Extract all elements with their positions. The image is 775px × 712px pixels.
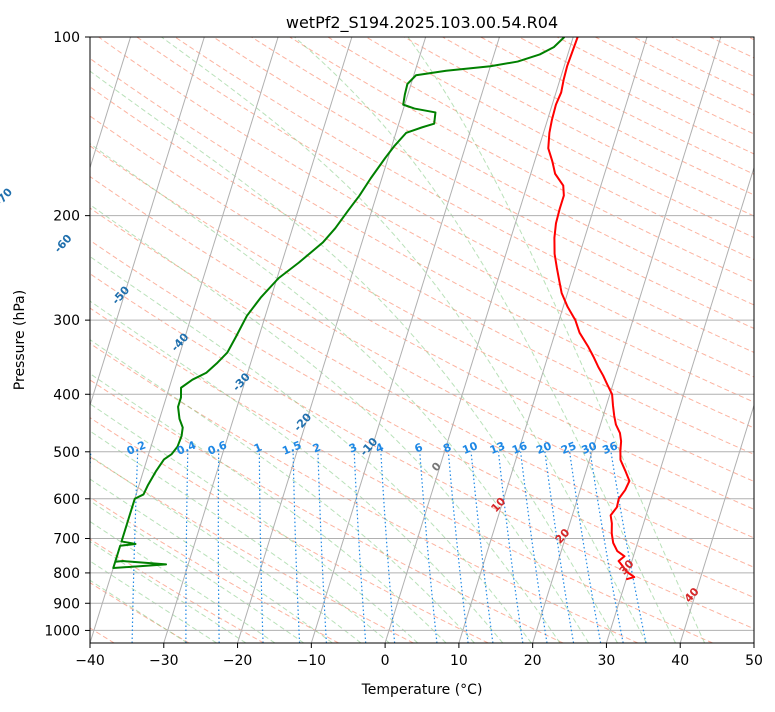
dry-adiabat-line <box>90 538 265 643</box>
moist-adiabat-line <box>90 500 304 643</box>
y-tick-label: 100 <box>53 30 80 46</box>
y-tick-label: 700 <box>53 532 80 548</box>
mixing-ratio-line <box>610 451 647 643</box>
moist-adiabat-line <box>90 339 475 643</box>
mixing-ratio-label: 25 <box>559 439 578 457</box>
isotherm-line <box>237 37 427 643</box>
dry-adiabat-line <box>90 239 754 599</box>
y-tick-label: 500 <box>53 445 80 461</box>
mixing-ratio-label: 30 <box>580 439 599 457</box>
mixing-ratio-line <box>353 451 367 643</box>
plot-frame <box>89 36 755 644</box>
dry-adiabat-line <box>90 379 564 643</box>
y-tick-label: 400 <box>53 387 80 403</box>
mixing-ratio-line <box>447 451 469 643</box>
mixing-ratio-line <box>380 451 396 643</box>
isotherm-line <box>605 165 754 643</box>
mixing-ratio-line <box>419 451 438 643</box>
moist-adiabat-line <box>90 300 504 643</box>
x-tick-label: 20 <box>524 653 542 669</box>
mixing-ratio-label: 1 <box>252 441 264 456</box>
x-tick-label: 10 <box>450 653 468 669</box>
mixing-ratio-line <box>317 451 328 643</box>
moist-adiabat-line <box>407 37 706 643</box>
mixing-ratio-label: 16 <box>510 439 529 457</box>
dry-adiabat-line <box>98 37 754 403</box>
isotherm-line <box>90 37 205 408</box>
mixing-ratio-label: 8 <box>441 441 453 456</box>
isotherm-line <box>384 37 574 643</box>
dry-adiabat-line <box>90 273 754 630</box>
y-tick-label: 300 <box>53 313 80 329</box>
temperature-profile-line <box>547 37 636 581</box>
isotherm-line <box>310 37 500 643</box>
x-tick-label: −10 <box>297 653 327 669</box>
isotherm-line <box>458 37 648 643</box>
dry-adiabat-line <box>90 175 754 539</box>
moist-adiabat-line <box>90 403 419 643</box>
y-axis-label: Pressure (hPa) <box>12 290 28 390</box>
x-tick-label: 50 <box>745 653 763 669</box>
isotherm-line <box>532 37 722 643</box>
isotherm-line <box>679 403 754 643</box>
x-tick-label: 40 <box>671 653 689 669</box>
moist-adiabat-line <box>90 520 276 643</box>
mixing-ratio-label: 3 <box>347 441 359 456</box>
y-tick-label: 900 <box>53 596 80 612</box>
moist-adiabat-line <box>90 143 590 643</box>
x-tick-label: −20 <box>223 653 253 669</box>
moist-adiabat-line <box>161 37 647 643</box>
mixing-ratio-line <box>520 451 548 643</box>
dry-adiabat-line <box>90 582 190 643</box>
mixing-ratio-label: 36 <box>601 439 620 457</box>
isotherm-line <box>90 37 132 170</box>
x-axis-label: Temperature (°C) <box>361 682 483 698</box>
dry-adiabat-line <box>90 145 754 510</box>
dry-adiabat-line <box>174 37 754 353</box>
moist-adiabat-line <box>90 204 561 643</box>
dry-adiabat-line <box>90 57 754 429</box>
moist-adiabat-line <box>90 373 447 643</box>
y-tick-label: 200 <box>53 209 80 225</box>
y-tick-label: 800 <box>53 566 80 582</box>
mixing-ratio-line <box>497 451 524 643</box>
y-tick-label: 1000 <box>44 623 80 639</box>
moist-adiabat-line <box>90 478 333 643</box>
moist-adiabat-line <box>90 430 390 643</box>
mixing-ratio-label: 20 <box>534 439 553 457</box>
moist-adiabat-line <box>90 255 532 643</box>
x-tick-label: 30 <box>598 653 616 669</box>
x-tick-label: −30 <box>149 653 179 669</box>
x-tick-label: −40 <box>75 653 105 669</box>
x-tick-label: 0 <box>381 653 390 669</box>
dewpoint-profile-line <box>112 37 566 570</box>
mixing-ratio-line <box>470 451 494 643</box>
isotherm-line <box>163 37 353 643</box>
chart-title: wetPf2_S194.2025.103.00.54.R04 <box>286 13 558 33</box>
mixing-ratio-label: 2 <box>311 441 323 456</box>
mixing-ratio-label: 10 <box>460 439 479 457</box>
dry-adiabat-line <box>212 37 754 329</box>
mixing-ratio-label: 13 <box>488 439 507 457</box>
dry-adiabat-line <box>136 37 754 378</box>
dry-adiabat-line <box>90 342 639 643</box>
moist-adiabat-line <box>294 37 676 643</box>
y-tick-label: 600 <box>53 492 80 508</box>
